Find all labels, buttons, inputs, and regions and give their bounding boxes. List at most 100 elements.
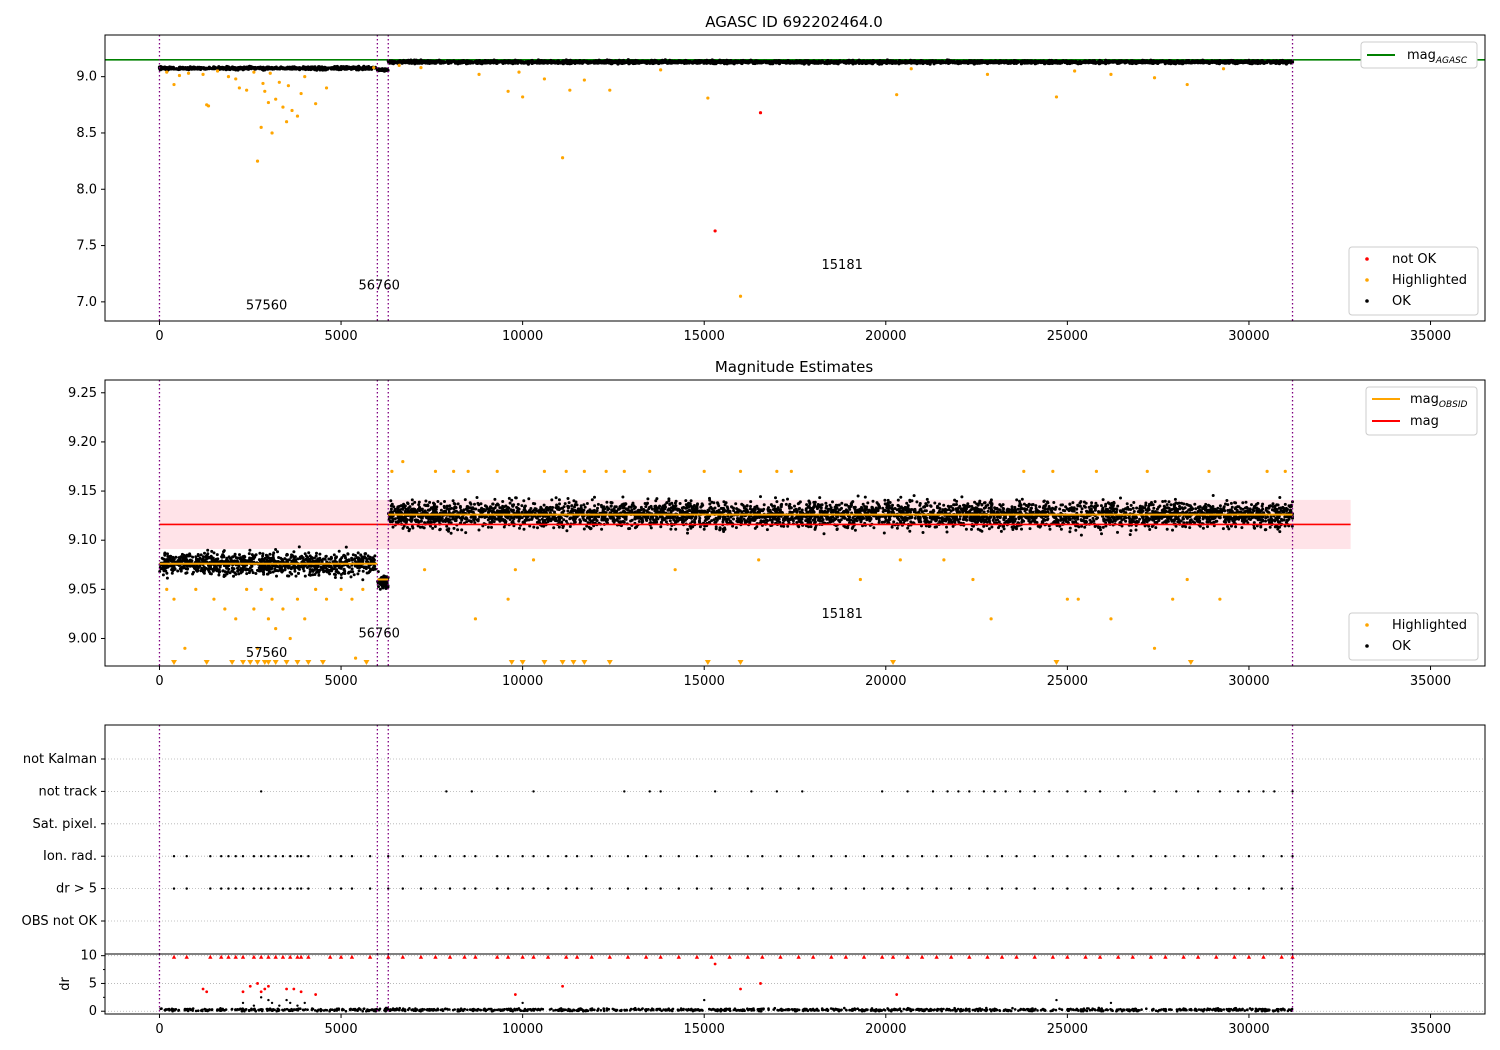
ok-point: [207, 568, 211, 572]
ok-point: [315, 68, 319, 72]
ok-point: [221, 553, 225, 557]
ok-point: [431, 60, 435, 64]
ok-point: [277, 66, 282, 70]
ok-point: [820, 60, 824, 64]
ok-point: [1264, 60, 1268, 64]
ok-point: [426, 61, 430, 65]
ok-point: [275, 574, 278, 578]
ok-point: [210, 549, 214, 553]
ok-point: [254, 572, 258, 575]
x-tick-label: 5000: [325, 674, 358, 689]
ok-point: [179, 566, 183, 570]
legend-label-ok: OK: [1392, 294, 1411, 309]
ok-point: [356, 565, 360, 569]
ok-point: [347, 571, 350, 575]
ok-point: [305, 66, 309, 70]
obsid-annotation: 56760: [359, 278, 400, 293]
ok-point: [234, 572, 238, 576]
ok-point: [1244, 60, 1248, 64]
legend-marker-highlighted: [1365, 278, 1369, 282]
ok-point: [229, 557, 233, 561]
ok-point: [165, 576, 169, 580]
ok-point: [475, 61, 479, 65]
highlighted-point: [245, 88, 249, 92]
ok-point: [344, 545, 348, 549]
ok-point: [654, 59, 658, 63]
ok-point: [646, 60, 651, 64]
ok-point: [214, 566, 218, 570]
ok-point: [1178, 60, 1182, 64]
ok-point: [631, 60, 636, 64]
ok-point: [177, 556, 181, 560]
highlighted-point: [397, 63, 401, 68]
ok-point: [303, 574, 307, 578]
ok-point: [276, 550, 279, 554]
ok-point: [686, 60, 690, 64]
ok-point: [269, 559, 273, 563]
ok-point: [294, 574, 298, 578]
ok-point: [166, 555, 170, 558]
ok-point: [962, 60, 966, 64]
ok-point: [608, 60, 612, 65]
highlighted-point: [985, 72, 990, 77]
ok-point: [217, 65, 221, 69]
ok-point: [334, 556, 337, 560]
ok-point: [366, 554, 370, 558]
ok-point: [730, 60, 734, 65]
ok-point: [233, 552, 237, 556]
ok-point: [161, 573, 165, 577]
ok-point: [359, 558, 363, 562]
highlighted-point: [255, 159, 260, 163]
ok-point: [199, 553, 203, 557]
ok-point: [1198, 60, 1202, 64]
ok-point: [704, 61, 709, 65]
ok-point: [912, 59, 917, 63]
highlighted-point: [1054, 95, 1059, 99]
ok-point: [1065, 60, 1069, 64]
ok-point: [339, 66, 343, 70]
ok-point: [361, 569, 365, 573]
ok-point: [1226, 59, 1230, 63]
ok-point: [313, 556, 316, 560]
ok-point: [616, 60, 620, 64]
ok-point: [288, 67, 292, 71]
panel-agasc-mag: AGASC ID 692202464.0 0 5000 10000 15000 2000…: [76, 13, 1486, 344]
ok-point: [808, 60, 812, 64]
y-tick-label: 9.00: [68, 631, 97, 646]
ok-point: [307, 573, 311, 577]
highlighted-point: [1185, 82, 1189, 87]
highlighted-point: [517, 70, 521, 74]
x-tick-label: 30000: [1228, 329, 1269, 344]
highlighted-point: [277, 80, 281, 84]
ok-point: [884, 61, 889, 65]
ok-point: [351, 558, 354, 562]
ok-point: [826, 59, 830, 63]
ok-point: [1125, 59, 1129, 63]
ok-point: [293, 569, 297, 573]
ok-point: [332, 572, 336, 576]
ok-point: [322, 566, 325, 570]
ok-point: [227, 567, 231, 571]
ok-point: [345, 66, 349, 70]
ok-point: [185, 554, 189, 558]
ok-point: [349, 575, 353, 579]
ok-point: [782, 59, 786, 63]
ok-point: [1078, 60, 1082, 64]
ok-point: [478, 60, 483, 64]
highlighted-point: [286, 84, 290, 88]
highlighted-point: [324, 86, 329, 90]
ok-point: [333, 564, 337, 568]
panel1-title: AGASC ID 692202464.0: [705, 13, 883, 31]
highlighted-point: [303, 75, 307, 79]
ok-point: [172, 565, 176, 569]
ok-point: [582, 60, 586, 64]
x-tick-label: 25000: [1047, 674, 1088, 689]
ok-point: [537, 59, 541, 64]
ok-point: [170, 571, 174, 575]
x-tick-label: 20000: [865, 329, 906, 344]
ok-point: [325, 67, 329, 71]
ok-point: [174, 555, 178, 559]
x-tick-label: 25000: [1047, 329, 1088, 344]
ok-point: [483, 59, 487, 63]
ok-point: [803, 61, 808, 65]
